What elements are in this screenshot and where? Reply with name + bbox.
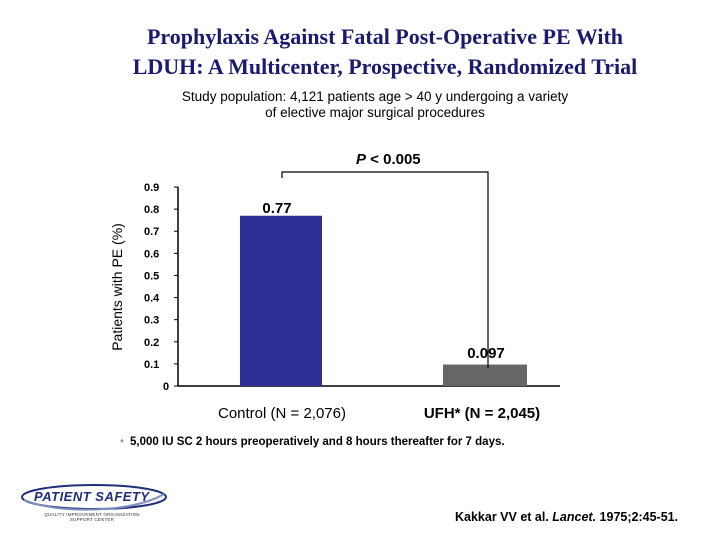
y-tick-label: 0.4 (144, 293, 160, 305)
logo-swoosh-icon (21, 484, 167, 511)
y-tick-label: 0.5 (144, 270, 159, 282)
data-label-2: 0.097 (467, 345, 505, 362)
title-line-1: Prophylaxis Against Fatal Post-Operative… (146, 24, 624, 49)
logo-subtitle: QUALITY IMPROVEMENT ORGANIZATION SUPPORT… (36, 512, 148, 522)
citation-authors: Kakkar VV et al. (455, 510, 549, 524)
footnote-bullet: • (120, 436, 125, 448)
bar-1 (240, 215, 322, 386)
subtitle-line-2: of elective major surgical procedures (265, 105, 485, 120)
category-label-1: Control (N = 2,076) (218, 405, 346, 422)
p-value-text: < 0.005 (366, 151, 421, 168)
y-tick-label: 0.9 (144, 182, 159, 194)
citation-details: 1975;2:45-51. (599, 510, 679, 524)
y-tick-label: 0.3 (144, 315, 159, 327)
y-tick-label: 0.6 (144, 248, 159, 260)
y-tick-label: 0.2 (144, 337, 159, 349)
significance-bracket (281, 171, 489, 368)
y-tick-label: 0.8 (144, 204, 159, 216)
y-tick-label: 0 (163, 381, 169, 393)
data-label-1: 0.77 (262, 200, 291, 217)
logo-name: PATIENT SAFETY (34, 489, 150, 504)
p-symbol: P (356, 151, 367, 168)
labels-layer: 0.77 Control (N = 2,076) 0.097 UFH* (N = 2,… (218, 171, 540, 422)
citation-journal: Lancet. (552, 510, 597, 524)
slide-title: Prophylaxis Against Fatal Post-Operative… (60, 22, 710, 82)
y-tick-label: 0.1 (144, 359, 159, 371)
category-label-2: UFH* (N = 2,045) (424, 405, 540, 422)
y-tick-label: 0.7 (144, 226, 159, 238)
logo-sub-line-2: SUPPORT CENTER (69, 517, 115, 522)
p-value-label: P < 0.005 (356, 151, 421, 168)
y-axis-title: Patients with PE (%) (109, 223, 125, 351)
bars-layer (240, 215, 527, 386)
slide-subtitle: Study population: 4,121 patients age > 4… (60, 89, 690, 121)
title-line-2: LDUH: A Multicenter, Prospective, Random… (132, 54, 638, 79)
subtitle-line-1: Study population: 4,121 patients age > 4… (181, 89, 569, 104)
bar-2 (443, 364, 527, 386)
footnote-text: 5,000 IU SC 2 hours preoperatively and 8… (130, 436, 505, 448)
citation: Kakkar VV et al. Lancet. 1975;2:45-51. (455, 510, 678, 524)
logo-sub-line-1: QUALITY IMPROVEMENT ORGANIZATION (44, 512, 140, 517)
patient-safety-logo: PATIENT SAFETY QUALITY IMPROVEMENT ORGAN… (14, 482, 174, 528)
footnote: • 5,000 IU SC 2 hours preoperatively and … (120, 436, 505, 448)
